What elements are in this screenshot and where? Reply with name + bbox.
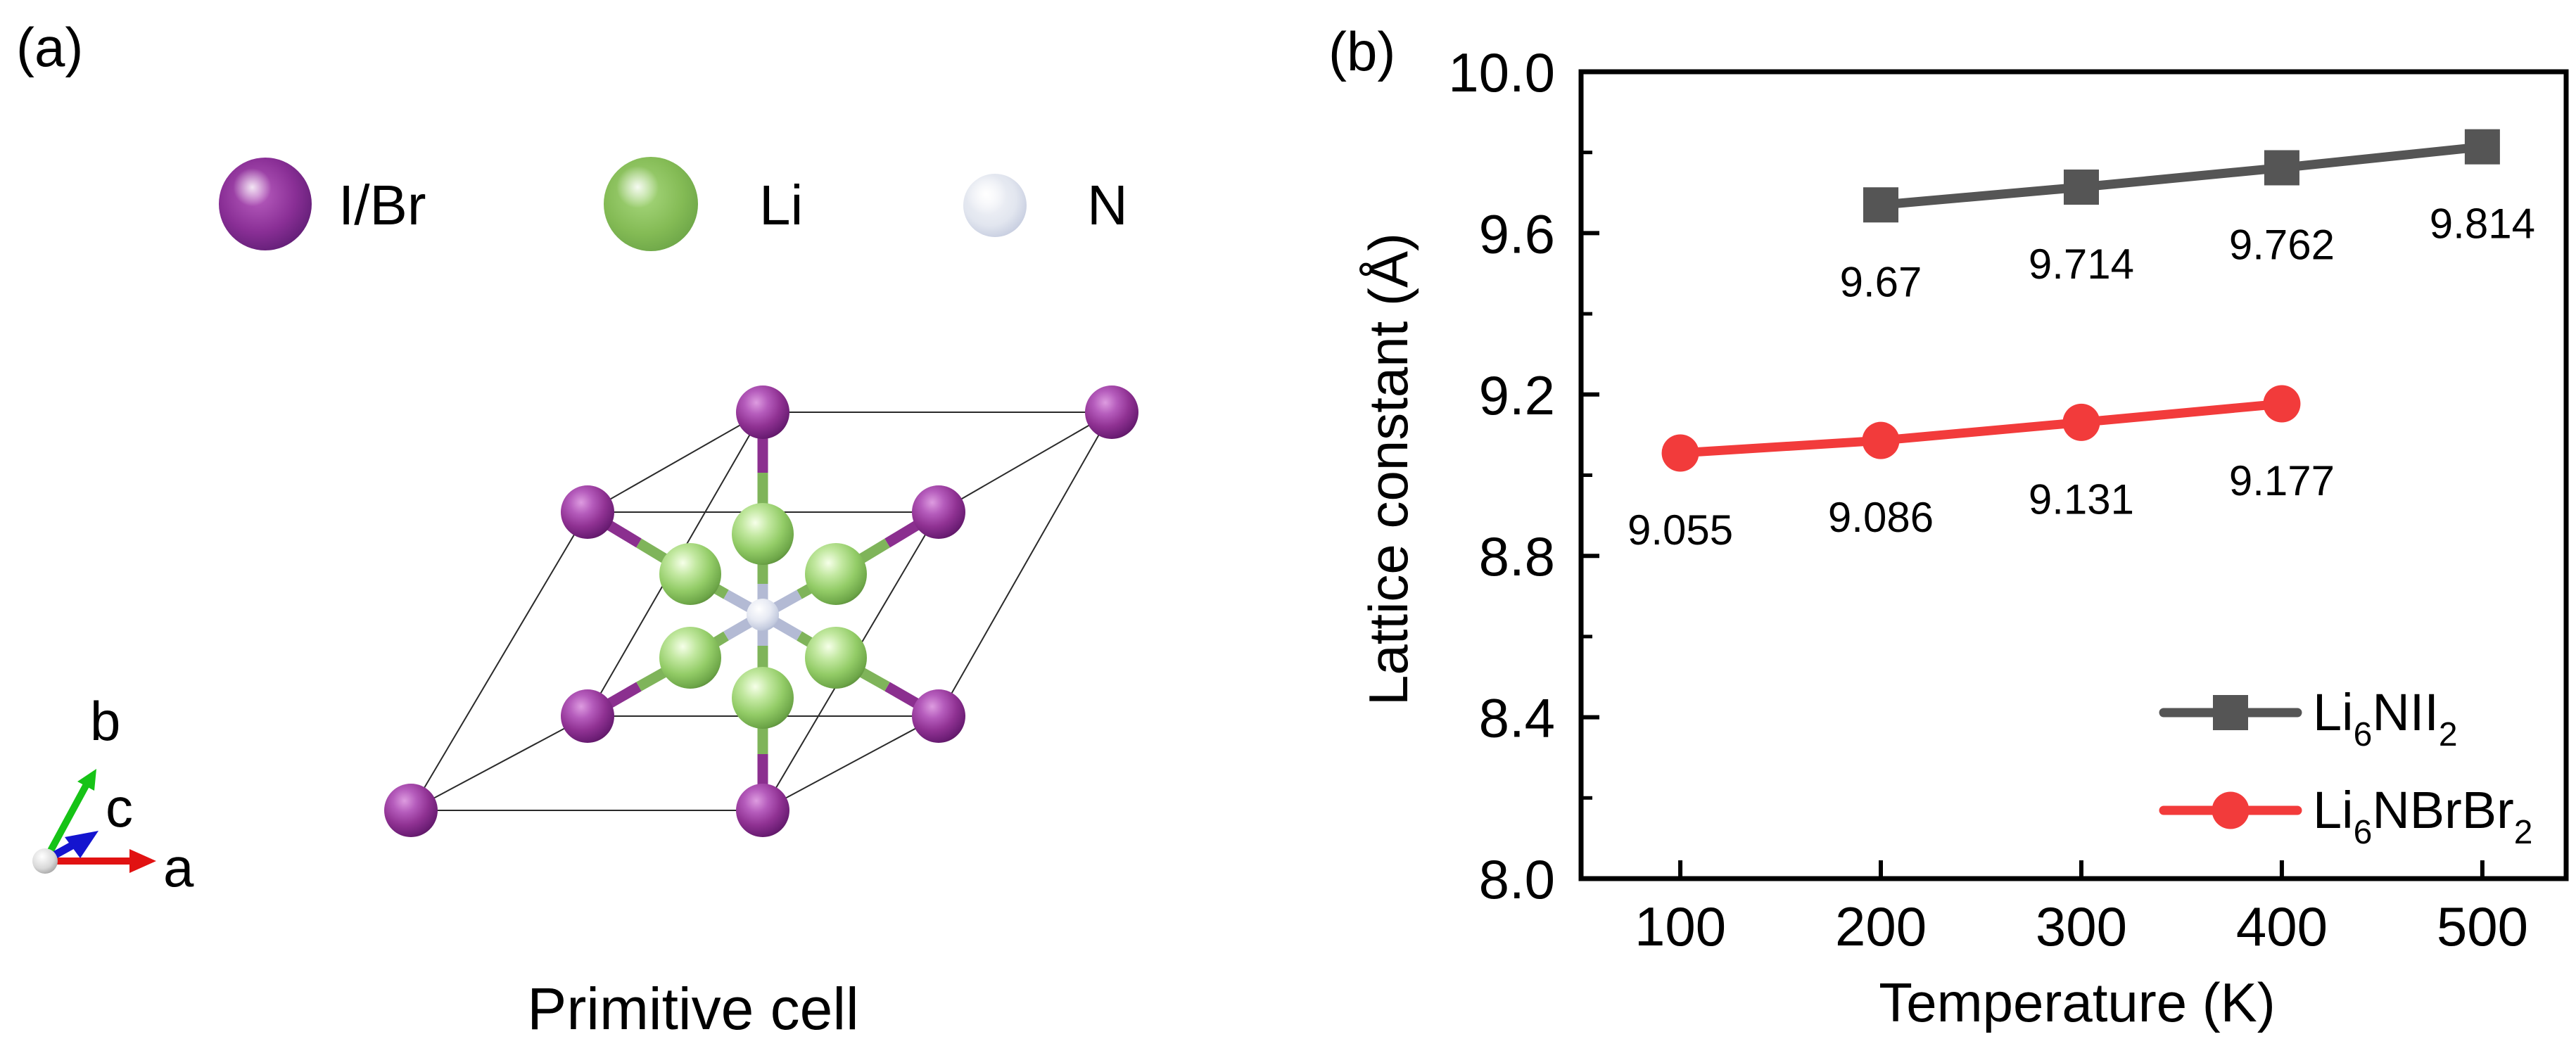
legend-marker-Li6NBrBr2 bbox=[2212, 791, 2250, 829]
panel-b-label: (b) bbox=[1328, 20, 1395, 82]
y-tick-label: 8.4 bbox=[1479, 687, 1555, 749]
legend-sphere-n bbox=[963, 174, 1027, 237]
atom-ibr bbox=[912, 689, 965, 743]
atom-li bbox=[805, 543, 867, 605]
data-label-Li6NBrBr2: 9.086 bbox=[1828, 494, 1934, 541]
chart-legend: Li6NII2 Li6NBrBr2 bbox=[2159, 683, 2532, 851]
data-label-Li6NII2: 9.762 bbox=[2229, 221, 2335, 268]
data-label-Li6NII2: 9.67 bbox=[1840, 258, 1922, 305]
c-axis-arrowhead bbox=[65, 831, 99, 858]
atom-ibr bbox=[561, 689, 614, 743]
legend-marker-Li6NII2 bbox=[2213, 695, 2248, 730]
lattice-constant-chart: (b) 100 200 300 400 500 8.0 8.4 8.8 9.2 9.6 10.0 9… bbox=[1328, 20, 2569, 1033]
primitive-cell-structure: b c a bbox=[32, 385, 1138, 898]
marker-Li6NII2 bbox=[1863, 187, 1899, 223]
x-axis-title: Temperature (K) bbox=[1879, 971, 2276, 1033]
atom-li bbox=[732, 667, 794, 729]
legend-label-n: N bbox=[1087, 174, 1128, 236]
atom-li bbox=[659, 627, 721, 689]
atom-li bbox=[732, 503, 794, 565]
marker-Li6NBrBr2 bbox=[2263, 385, 2301, 423]
legend-label-li: Li bbox=[759, 174, 804, 236]
legend-sphere-ibr bbox=[219, 158, 312, 250]
marker-Li6NBrBr2 bbox=[2062, 403, 2100, 441]
y-axis-title: Lattice constant (Å) bbox=[1357, 233, 1419, 706]
legend-sphere-li bbox=[604, 157, 698, 251]
legend-label-ibr: I/Br bbox=[338, 174, 426, 236]
atom-li bbox=[659, 543, 721, 605]
b-axis-label: b bbox=[90, 690, 120, 752]
marker-Li6NBrBr2 bbox=[1862, 421, 1900, 459]
legend-label-Li6NBrBr2: Li6NBrBr2 bbox=[2313, 781, 2532, 851]
atom-ibr bbox=[561, 485, 614, 539]
cell-edge bbox=[410, 511, 588, 811]
b-axis-arrow bbox=[42, 784, 89, 863]
marker-Li6NBrBr2 bbox=[1661, 434, 1699, 472]
y-tick-label: 8.0 bbox=[1479, 848, 1555, 910]
data-label-Li6NBrBr2: 9.055 bbox=[1628, 506, 1733, 554]
cell-edge bbox=[410, 715, 588, 811]
marker-Li6NII2 bbox=[2063, 170, 2099, 205]
atoms bbox=[384, 385, 1138, 837]
x-tick-label: 300 bbox=[2036, 895, 2127, 957]
b-axis-arrowhead bbox=[77, 769, 96, 791]
data-label-Li6NBrBr2: 9.131 bbox=[2029, 476, 2134, 523]
atom-ibr bbox=[736, 385, 789, 439]
c-axis-label: c bbox=[106, 777, 133, 839]
atom-li bbox=[805, 627, 867, 689]
atom-n bbox=[747, 599, 779, 631]
y-tick-label: 9.6 bbox=[1479, 203, 1555, 264]
x-tick-label: 100 bbox=[1635, 895, 1726, 957]
series-line-Li6NII2 bbox=[1876, 142, 2487, 210]
cell-edge bbox=[938, 412, 1112, 513]
y-tick-label: 8.8 bbox=[1479, 525, 1555, 587]
data-label-Li6NII2: 9.814 bbox=[2430, 200, 2535, 248]
legend-label-Li6NII2: Li6NII2 bbox=[2313, 683, 2458, 753]
y-tick-label: 9.2 bbox=[1479, 364, 1555, 426]
marker-Li6NII2 bbox=[2264, 150, 2299, 186]
panel-a-caption: Primitive cell bbox=[527, 976, 859, 1039]
y-tick-label: 10.0 bbox=[1448, 42, 1555, 103]
marker-Li6NII2 bbox=[2464, 129, 2500, 165]
atom-ibr bbox=[384, 784, 438, 837]
cell-edge bbox=[762, 715, 939, 811]
panel-a-label: (a) bbox=[16, 16, 84, 78]
a-axis-label: a bbox=[163, 836, 194, 898]
cell-edge bbox=[587, 412, 763, 513]
origin-sphere bbox=[32, 848, 58, 874]
data-label-Li6NBrBr2: 9.177 bbox=[2229, 457, 2335, 504]
atom-ibr bbox=[736, 784, 789, 837]
atom-ibr bbox=[1085, 385, 1138, 439]
x-tick-label: 500 bbox=[2437, 895, 2528, 957]
cell-edge bbox=[938, 412, 1112, 717]
atom-ibr bbox=[912, 485, 965, 539]
series-line-Li6NBrBr2 bbox=[1675, 399, 2287, 458]
x-tick-label: 200 bbox=[1835, 895, 1927, 957]
chart-series: 9.67 9.714 9.762 9.814 9.055 9.086 9.131 9.177 bbox=[1628, 129, 2535, 554]
a-axis-arrowhead bbox=[129, 849, 156, 873]
axes-widget: b c a bbox=[32, 690, 194, 898]
data-label-Li6NII2: 9.714 bbox=[2029, 241, 2134, 288]
chart-axes: 100 200 300 400 500 8.0 8.4 8.8 9.2 9.6 10.0 bbox=[1448, 42, 2569, 957]
x-tick-label: 400 bbox=[2236, 895, 2328, 957]
